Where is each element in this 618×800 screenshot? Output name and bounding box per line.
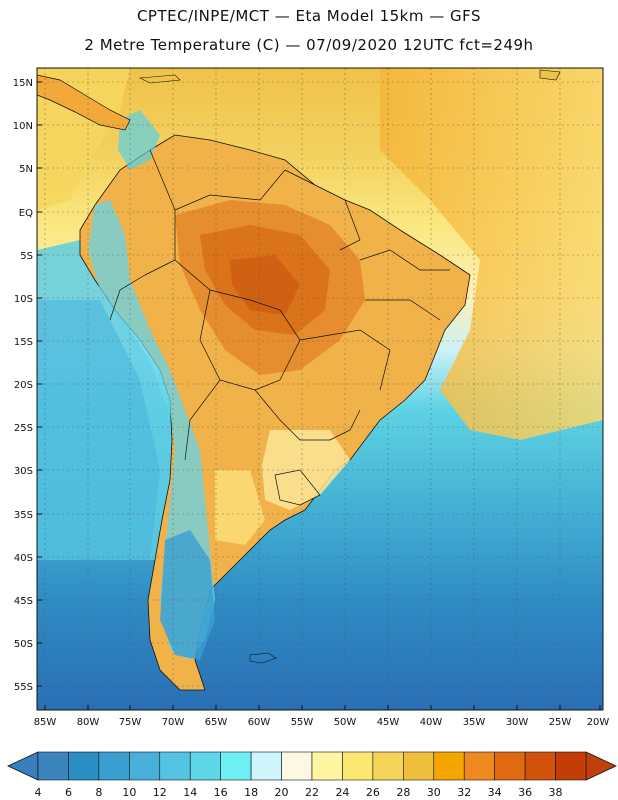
colorbar-label: 16 xyxy=(214,786,228,799)
colorbar-swatch xyxy=(342,751,374,781)
lon-label: 55W xyxy=(291,717,314,728)
colorbar-swatch xyxy=(555,751,587,781)
chart-subtitle: 2 Metre Temperature (C) — 07/09/2020 12U… xyxy=(84,36,534,54)
lon-label: 25W xyxy=(549,717,572,728)
temperature-field xyxy=(37,68,603,710)
colorbar-label: 8 xyxy=(95,786,102,799)
lon-label: 20W xyxy=(587,717,610,728)
lat-label: 5N xyxy=(19,164,33,175)
colorbar-label: 18 xyxy=(244,786,258,799)
colorbar-label: 34 xyxy=(488,786,502,799)
colorbar-label: 38 xyxy=(549,786,563,799)
colorbar-swatch xyxy=(220,751,252,781)
lat-label: 20S xyxy=(14,380,33,391)
colorbar-swatch xyxy=(37,751,69,781)
colorbar-label: 12 xyxy=(153,786,167,799)
colorbar-swatch xyxy=(98,751,130,781)
lon-label: 80W xyxy=(77,717,100,728)
colorbar-low-arrow xyxy=(7,751,39,781)
colorbar-swatch xyxy=(494,751,526,781)
colorbar-swatch xyxy=(281,751,313,781)
lon-label: 75W xyxy=(119,717,142,728)
lon-label: 50W xyxy=(334,717,357,728)
lon-label: 35W xyxy=(463,717,486,728)
colorbar-swatch xyxy=(463,751,495,781)
plot-frame xyxy=(36,67,604,711)
lat-label: 50S xyxy=(14,639,33,650)
colorbar-label: 32 xyxy=(457,786,471,799)
lat-label: 15N xyxy=(13,78,33,89)
colorbar-label: 22 xyxy=(305,786,319,799)
lon-label: 65W xyxy=(205,717,228,728)
lon-label: 30W xyxy=(506,717,529,728)
lat-label: 5S xyxy=(20,251,33,262)
lat-label: 25S xyxy=(14,423,33,434)
longitude-axis: 85W 80W 75W 70W 65W 60W 55W 50W 45W 40W … xyxy=(34,705,610,728)
lon-label: 60W xyxy=(248,717,271,728)
colorbar-swatch xyxy=(129,751,161,781)
colorbar-label: 30 xyxy=(427,786,441,799)
lat-label: 15S xyxy=(14,337,33,348)
colorbar-label: 26 xyxy=(366,786,380,799)
colorbar-swatch xyxy=(524,751,556,781)
lon-label: 70W xyxy=(162,717,185,728)
colorbar-label: 36 xyxy=(518,786,532,799)
colorbar-swatch xyxy=(372,751,404,781)
colorbar-label: 10 xyxy=(122,786,136,799)
graticule xyxy=(37,68,603,710)
colorbar-label: 4 xyxy=(35,786,42,799)
colorbar-swatch xyxy=(250,751,282,781)
lat-label: EQ xyxy=(19,208,33,219)
lon-label: 45W xyxy=(377,717,400,728)
colorbar: 4 6 8 10 12 14 16 18 20 22 24 26 28 30 32 34 36 38 xyxy=(7,751,617,799)
lat-label: 30S xyxy=(14,466,33,477)
lat-label: 55S xyxy=(14,682,33,693)
lat-label: 35S xyxy=(14,510,33,521)
colorbar-swatch xyxy=(311,751,343,781)
country-borders xyxy=(109,149,450,506)
colorbar-swatch xyxy=(189,751,221,781)
colorbar-label: 24 xyxy=(335,786,349,799)
lat-label: 10S xyxy=(14,294,33,305)
latitude-axis: 15N 10N 5N EQ 5S 10S 15S 20S 25S 30S 35S… xyxy=(13,78,42,693)
lat-label: 45S xyxy=(14,596,33,607)
colorbar-swatch xyxy=(433,751,465,781)
lat-label: 10N xyxy=(13,121,33,132)
colorbar-label: 28 xyxy=(396,786,410,799)
chart-title: CPTEC/INPE/MCT — Eta Model 15km — GFS xyxy=(136,7,482,25)
colorbar-swatch xyxy=(68,751,100,781)
colorbar-swatch xyxy=(159,751,191,781)
colorbar-label: 20 xyxy=(275,786,289,799)
lon-label: 85W xyxy=(34,717,57,728)
colorbar-swatch xyxy=(403,751,435,781)
colorbar-label: 14 xyxy=(183,786,197,799)
colorbar-high-arrow xyxy=(585,751,617,781)
colorbar-label: 6 xyxy=(65,786,72,799)
lon-label: 40W xyxy=(420,717,443,728)
lat-label: 40S xyxy=(14,553,33,564)
